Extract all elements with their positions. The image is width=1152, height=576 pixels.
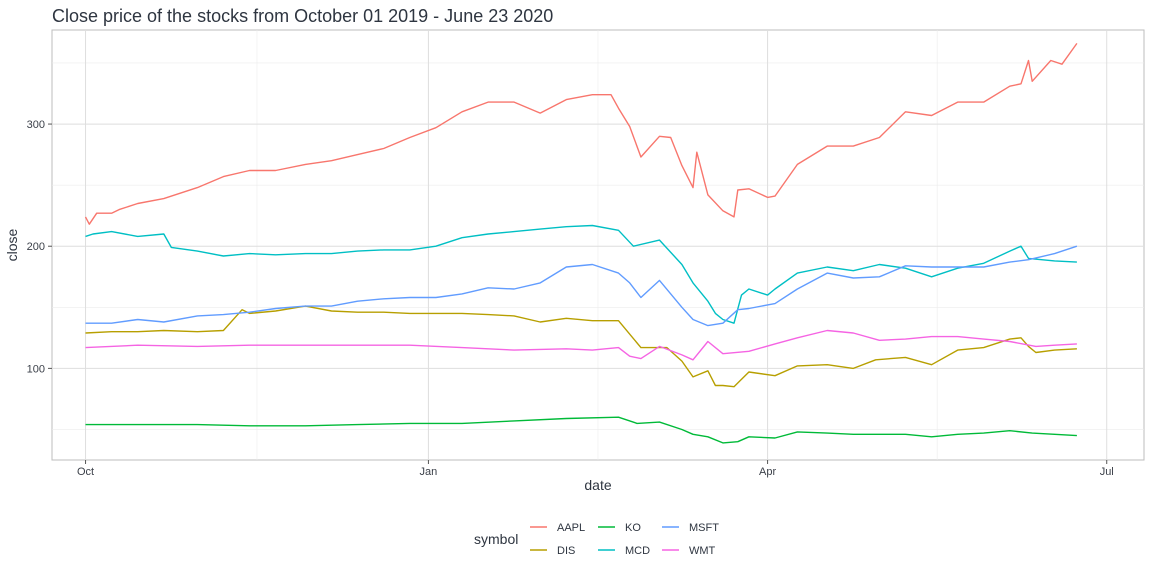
legend-title: symbol	[474, 531, 518, 547]
series-line-mcd	[85, 224, 1077, 324]
x-tick-label: Oct	[77, 466, 94, 478]
legend-item-ko: KO	[598, 522, 641, 534]
axis-ticks: Oct Jan Apr Jul 100 200 300	[27, 119, 1114, 478]
y-tick-label: 100	[27, 363, 45, 375]
series-line-aapl	[84, 42, 1078, 225]
legend: symbol AAPL DIS KO MCD MSFT WMT	[474, 522, 719, 557]
chart-title: Close price of the stocks from October 0…	[52, 6, 553, 26]
legend-item-aapl: AAPL	[530, 522, 585, 534]
y-tick-label: 300	[27, 119, 45, 131]
series-lines	[84, 42, 1078, 444]
series-line-wmt	[85, 329, 1077, 361]
legend-label: KO	[625, 522, 641, 534]
legend-label: MCD	[625, 545, 650, 557]
legend-item-mcd: MCD	[598, 545, 650, 557]
x-axis-title: date	[584, 477, 611, 493]
y-tick-label: 200	[27, 241, 45, 253]
series-line-msft	[85, 245, 1078, 327]
legend-label: AAPL	[557, 522, 585, 534]
legend-item-msft: MSFT	[662, 522, 719, 534]
y-axis-title: close	[4, 228, 20, 261]
legend-items: AAPL DIS KO MCD MSFT WMT	[530, 522, 719, 557]
x-tick-label: Jan	[420, 466, 438, 478]
series-line-dis	[85, 305, 1077, 388]
grid-lines	[52, 30, 1144, 460]
legend-label: DIS	[557, 545, 575, 557]
legend-item-wmt: WMT	[662, 545, 716, 557]
legend-item-dis: DIS	[530, 545, 575, 557]
legend-label: MSFT	[689, 522, 719, 534]
legend-label: WMT	[689, 545, 716, 557]
x-tick-label: Apr	[759, 466, 776, 478]
series-line-ko	[85, 416, 1077, 444]
x-tick-label: Jul	[1100, 466, 1114, 478]
